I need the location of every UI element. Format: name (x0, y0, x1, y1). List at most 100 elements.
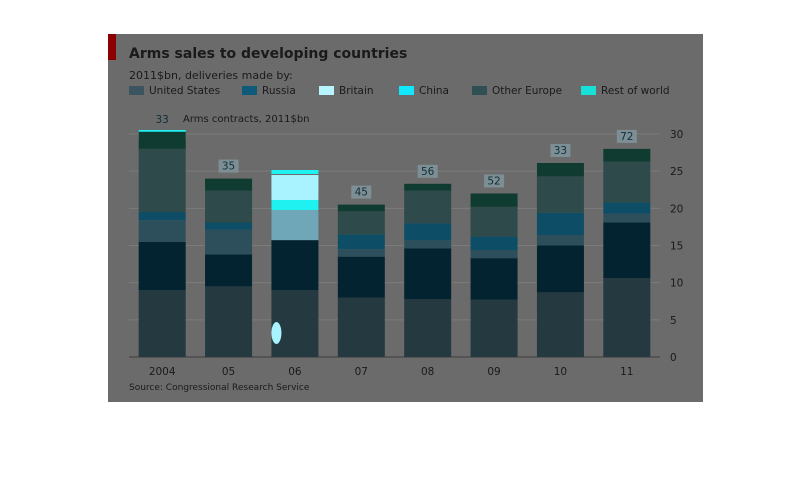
bar-segment-britain (536, 235, 584, 246)
x-tick-label: 05 (222, 366, 235, 378)
bar-segment-other-europe (536, 176, 584, 213)
bar-segment-rest-of-world (536, 162, 584, 177)
bar-segment-china (603, 202, 651, 214)
contract-value-label: 56 (421, 166, 435, 178)
bar-segment-russia (536, 245, 584, 293)
bar-segment-rest-of-world (205, 178, 253, 191)
x-tick-label: 06 (288, 366, 302, 378)
y-tick-label: 0 (670, 352, 677, 364)
legend-item-rest-of-world: Rest of world (581, 85, 670, 99)
y-tick-label: 30 (670, 129, 683, 141)
legend: United States Russia Britain China Other… (129, 85, 689, 99)
legend-label: Britain (339, 85, 374, 97)
bar-highlight-china (271, 200, 319, 210)
legend-item-china: China (399, 85, 449, 99)
bar-highlight-spot (271, 322, 282, 344)
bar-highlight-band (271, 175, 319, 200)
legend-label: Rest of world (601, 85, 670, 97)
contract-box (417, 164, 438, 178)
contract-box (218, 159, 239, 173)
x-tick-label: 10 (554, 366, 567, 378)
legend-label: Russia (262, 85, 296, 97)
bar-segment-united-states (205, 286, 253, 357)
bar-highlight-britain (271, 210, 319, 240)
bar-segment-britain (603, 213, 651, 223)
legend-swatch-russia (242, 86, 257, 95)
bar-segment-china (404, 223, 452, 241)
bar-segment-rest-of-world (603, 148, 651, 162)
legend-swatch-china (399, 86, 414, 95)
bar-segment-rest-of-world (337, 204, 385, 212)
chart-subtitle: 2011$bn, deliveries made by: (129, 69, 293, 82)
legend-label: China (419, 85, 449, 97)
x-tick-label: 09 (487, 366, 500, 378)
bar-segment-russia (337, 256, 385, 298)
bar-segment-united-states (138, 290, 186, 357)
bar-segment-russia (603, 222, 651, 279)
bar-segment-rest-of-world (404, 183, 452, 191)
legend-item-britain: Britain (319, 85, 374, 99)
bar-segment-britain (205, 229, 253, 255)
bar-segment-other-europe (138, 148, 186, 213)
y-tick-label: 5 (670, 315, 677, 327)
bar-segment-russia (470, 258, 518, 300)
bar-segment-china (337, 234, 385, 250)
contract-box (616, 129, 637, 143)
bar-segment-britain (404, 240, 452, 249)
brand-flag (108, 34, 116, 60)
legend-swatch-britain (319, 86, 334, 95)
legend-label: Other Europe (492, 85, 563, 97)
legend-swatch-rest-of-world (581, 86, 596, 95)
contract-value-label: 35 (222, 161, 235, 173)
bar-segment-china (205, 222, 253, 230)
legend-swatch-united-states (129, 86, 144, 95)
legend-item-united-states: United States (129, 85, 220, 99)
y-tick-label: 15 (670, 241, 683, 253)
contract-value-label: 33 (156, 114, 169, 126)
contract-box (484, 174, 505, 188)
x-tick-label: 07 (355, 366, 368, 378)
contract-value-label: 72 (620, 131, 633, 143)
y-tick-label: 25 (670, 166, 683, 178)
bar-segment-united-states (337, 297, 385, 357)
bar-segment-rest-of-world (470, 193, 518, 207)
bar-segment-other-europe (205, 190, 253, 223)
bar-segment-united-states (271, 290, 319, 357)
x-tick-label: 2004 (149, 366, 176, 378)
bar-segment-britain (138, 220, 186, 242)
bar-segment-russia (404, 248, 452, 300)
bar-segment-other-europe (603, 161, 651, 203)
bar-segment-china (138, 212, 186, 221)
bar-segment-other-europe (470, 206, 518, 237)
bar-segment-united-states (470, 299, 518, 357)
bar-segment-russia (138, 241, 186, 291)
chart-source: Source: Congressional Research Service (129, 383, 310, 393)
bar-segment-other-europe (337, 211, 385, 235)
bar-segment-united-states (536, 292, 584, 357)
bar-segment-china (470, 236, 518, 250)
contracts-label: Arms contracts, 2011$bn (183, 114, 310, 125)
bar-segment-russia (205, 254, 253, 287)
contract-box (351, 185, 372, 199)
x-tick-label: 08 (421, 366, 434, 378)
bar-segment-britain (337, 249, 385, 257)
legend-label: United States (149, 85, 221, 97)
y-tick-label: 10 (670, 278, 683, 290)
bar-highlight-top (271, 170, 319, 174)
bar-segment-russia (271, 240, 319, 291)
bar-segment-rest-of-world (138, 131, 186, 149)
bar-segment-united-states (404, 299, 452, 357)
bar-segment-other-europe (404, 190, 452, 224)
bar-segment-china (536, 212, 584, 236)
y-tick-label: 20 (670, 203, 683, 215)
contract-value-label: 52 (487, 175, 500, 187)
x-tick-label: 11 (620, 366, 633, 378)
contract-value-label: 33 (554, 145, 567, 157)
bar-segment-britain (470, 249, 518, 259)
legend-item-russia: Russia (242, 85, 296, 99)
legend-item-other-europe: Other Europe (472, 85, 562, 99)
contract-value-label: 45 (355, 187, 368, 199)
contract-box (550, 143, 571, 157)
legend-swatch-other-europe (472, 86, 487, 95)
